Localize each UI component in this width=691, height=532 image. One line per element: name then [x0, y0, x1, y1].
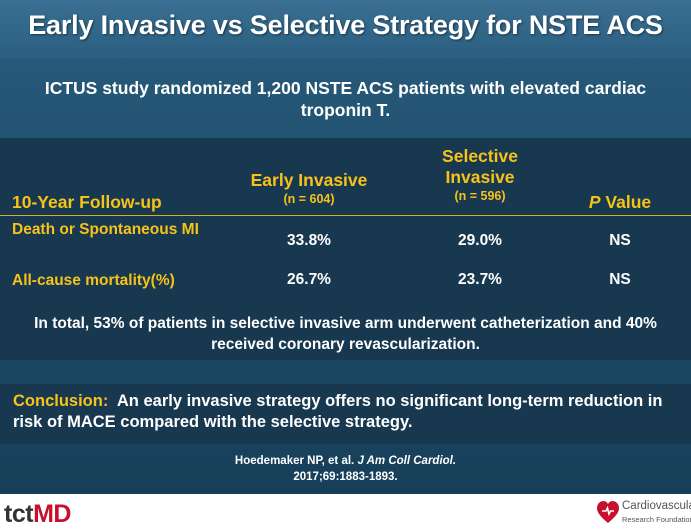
- title-bar: [0, 0, 691, 58]
- crf-logo-name: Cardiovascular: [622, 500, 691, 512]
- header-early-n: (n = 604): [283, 192, 335, 206]
- header-p-rest: Value: [600, 192, 652, 212]
- header-selective-n: (n = 596): [454, 189, 506, 203]
- header-early-invasive: Early Invasive (n = 604): [224, 170, 394, 207]
- header-early-title: Early Invasive: [250, 170, 368, 190]
- row-label: All-cause mortality(%): [12, 272, 175, 289]
- header-p-value: P Value: [570, 192, 670, 213]
- header-follow-up: 10-Year Follow-up: [12, 192, 162, 212]
- header-selective-invasive: Selective Invasive (n = 596): [400, 146, 560, 204]
- reference-authors: Hoedemaker NP, et al.: [234, 455, 355, 467]
- header-p-italic: P: [588, 192, 601, 212]
- heart-icon: [597, 501, 619, 523]
- tctmd-logo-a: tct: [4, 500, 34, 528]
- conclusion-box: Conclusion: An early invasive strategy o…: [0, 384, 691, 444]
- slide-subtitle: ICTUS study randomized 1,200 NSTE ACS pa…: [44, 78, 647, 120]
- row-early-value: 26.7%: [287, 271, 331, 288]
- tctmd-logo: tctMD: [4, 500, 71, 529]
- slide-title: Early Invasive vs Selective Strategy for…: [28, 10, 663, 40]
- conclusion-label: Conclusion:: [13, 392, 109, 410]
- header-selective-title-2: Invasive: [445, 167, 515, 187]
- table-note: In total, 53% of patients in selective i…: [34, 315, 657, 353]
- crf-logo: Cardiovascular Research Foundation: [596, 498, 691, 530]
- reference-citation: 2017;69:1883-1893.: [293, 471, 398, 483]
- row-selective-value: 29.0%: [458, 232, 502, 249]
- conclusion-text: Conclusion: An early invasive strategy o…: [13, 391, 683, 433]
- header-selective-title-1: Selective: [442, 146, 518, 166]
- row-selective-value: 23.7%: [458, 271, 502, 288]
- tctmd-logo-b: MD: [33, 500, 71, 528]
- reference: Hoedemaker NP, et al. J Am Coll Cardiol.…: [150, 453, 541, 485]
- header-divider: [0, 215, 691, 216]
- footer: tctMD Cardiovascular Research Foundation: [0, 494, 691, 532]
- row-p-value: NS: [609, 271, 631, 288]
- row-early-value: 33.8%: [287, 232, 331, 249]
- results-table: 10-Year Follow-up Early Invasive (n = 60…: [0, 138, 691, 360]
- reference-journal: J Am Coll Cardiol.: [357, 455, 457, 467]
- crf-logo-sub: Research Foundation: [622, 515, 691, 524]
- conclusion-body: An early invasive strategy offers no sig…: [13, 392, 663, 431]
- row-label: Death or Spontaneous MI: [12, 221, 199, 238]
- row-p-value: NS: [609, 232, 631, 249]
